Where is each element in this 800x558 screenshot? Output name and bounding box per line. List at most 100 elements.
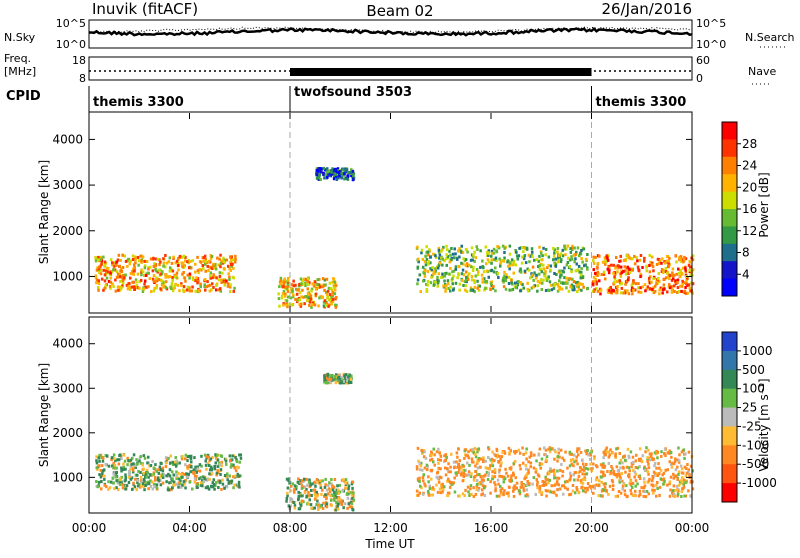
heatmap-cell — [115, 275, 119, 279]
heatmap-cell — [465, 270, 468, 274]
heatmap-cell — [682, 485, 686, 489]
heatmap-cell — [489, 480, 492, 484]
y-tick-label: 4000 — [52, 132, 83, 146]
heatmap-cell — [448, 249, 451, 253]
heatmap-cell — [121, 486, 125, 490]
cpid-segment-2: twofsound 3503 — [294, 85, 412, 100]
heatmap-cell — [490, 280, 494, 284]
heatmap-cell — [293, 487, 296, 491]
colorbar-tick-label: 12 — [742, 224, 757, 238]
heatmap-cell — [307, 502, 310, 506]
heatmap-cell — [529, 461, 533, 465]
heatmap-cell — [627, 474, 630, 478]
heatmap-cell — [512, 489, 515, 493]
heatmap-cell — [600, 470, 603, 474]
heatmap-cell — [524, 475, 527, 479]
heatmap-cell — [627, 272, 630, 276]
heatmap-cell — [186, 465, 189, 469]
heatmap-cell — [436, 490, 440, 494]
heatmap-cell — [613, 275, 616, 279]
heatmap-cell — [527, 253, 531, 257]
heatmap-cell — [522, 452, 525, 456]
heatmap-cell — [428, 248, 431, 252]
heatmap-cell — [627, 269, 630, 272]
heatmap-cell — [600, 489, 604, 493]
heatmap-cell — [342, 478, 345, 482]
heatmap-cell — [663, 261, 667, 265]
heatmap-cell — [421, 257, 425, 261]
x-tick-label: 20:00 — [574, 521, 609, 535]
heatmap-cell — [463, 474, 467, 478]
heatmap-cell — [543, 446, 546, 450]
heatmap-cell — [599, 292, 602, 296]
heatmap-cell — [507, 491, 510, 495]
heatmap-cell — [219, 278, 223, 282]
heatmap-cell — [587, 453, 590, 457]
heatmap-cell — [298, 291, 302, 295]
heatmap-cell — [666, 271, 669, 275]
heatmap-cell — [201, 264, 204, 267]
heatmap-cell — [101, 469, 105, 473]
heatmap-cell — [318, 176, 321, 180]
heatmap-cell — [340, 380, 343, 384]
heatmap-cell — [622, 291, 625, 295]
heatmap-cell — [114, 459, 117, 463]
heatmap-cell — [467, 490, 470, 494]
heatmap-cell — [453, 247, 456, 251]
heatmap-cell — [476, 279, 479, 283]
heatmap-cell — [569, 471, 572, 475]
heatmap-cell — [215, 288, 218, 292]
heatmap-cell — [595, 287, 598, 291]
heatmap-cell — [607, 254, 610, 258]
heatmap-cell — [219, 473, 222, 476]
colorbar-swatch — [722, 261, 737, 280]
heatmap-cell — [97, 288, 100, 292]
heatmap-cell — [503, 450, 506, 453]
heatmap-cell — [518, 246, 521, 250]
heatmap-cell — [537, 272, 541, 276]
heatmap-cell — [616, 264, 620, 268]
heatmap-cell — [676, 278, 680, 282]
heatmap-cell — [115, 486, 118, 490]
heatmap-cell — [569, 285, 572, 289]
heatmap-cell — [585, 463, 588, 466]
heatmap-cell — [651, 475, 654, 478]
heatmap-cell — [540, 491, 544, 495]
heatmap-cell — [432, 252, 435, 256]
heatmap-cell — [579, 466, 582, 470]
heatmap-cell — [426, 250, 430, 254]
heatmap-cell — [492, 285, 495, 288]
heatmap-cell — [305, 494, 309, 498]
heatmap-cell — [524, 261, 528, 265]
heatmap-cell — [112, 453, 116, 457]
heatmap-cell — [180, 473, 183, 476]
heatmap-cell — [446, 255, 450, 258]
heatmap-cell — [105, 269, 108, 273]
heatmap-cell — [172, 473, 175, 477]
heatmap-cell — [170, 287, 173, 290]
heatmap-cell — [616, 494, 619, 498]
heatmap-cell — [299, 503, 303, 507]
heatmap-cell — [112, 472, 115, 476]
heatmap-cell — [221, 478, 224, 482]
heatmap-cell — [215, 283, 218, 287]
heatmap-cell — [426, 270, 430, 274]
heatmap-cell — [595, 266, 599, 269]
heatmap-cell — [518, 489, 521, 493]
heatmap-cell — [527, 481, 530, 485]
heatmap-cell — [286, 282, 290, 286]
heatmap-cell — [679, 268, 682, 272]
heatmap-cell — [313, 280, 317, 284]
heatmap-cell — [319, 486, 323, 489]
heatmap-cell — [214, 267, 218, 271]
freq-tick-bottom: 8 — [79, 72, 86, 85]
heatmap-cell — [457, 462, 460, 466]
heatmap-cell — [668, 494, 672, 498]
heatmap-cell — [117, 288, 120, 292]
heatmap-cell — [584, 466, 588, 470]
heatmap-cell — [303, 302, 306, 306]
heatmap-cell — [125, 283, 129, 287]
heatmap-cell — [581, 458, 584, 462]
heatmap-cell — [625, 484, 628, 488]
heatmap-cell — [626, 265, 630, 269]
